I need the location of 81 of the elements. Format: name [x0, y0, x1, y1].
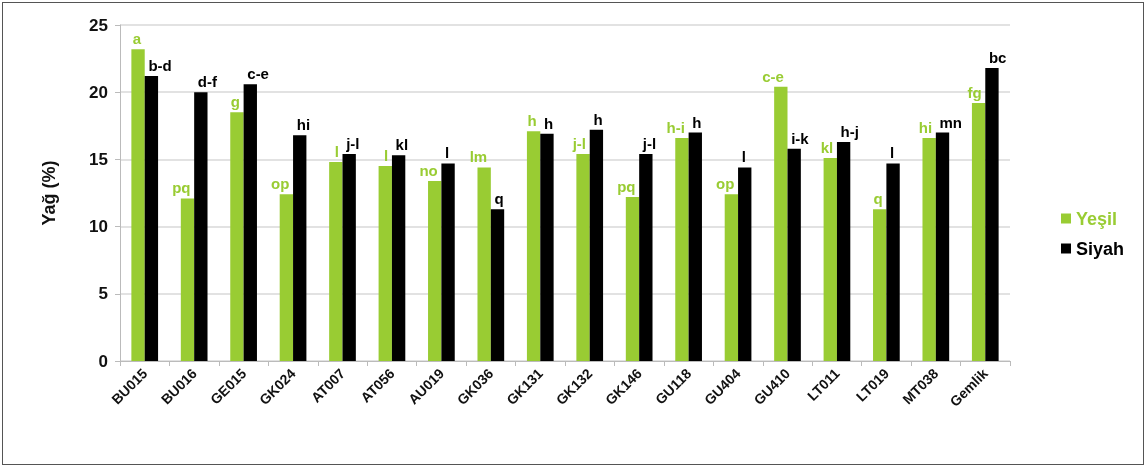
- data-label: pq: [617, 178, 636, 196]
- legend-label: Siyah: [1075, 238, 1125, 259]
- bar: [144, 76, 159, 361]
- bar: [391, 155, 406, 361]
- legend-label: Yeşil: [1075, 208, 1118, 229]
- data-label: op: [271, 175, 290, 193]
- data-label: l: [741, 148, 746, 166]
- y-tick-label: 20: [89, 82, 108, 102]
- bar: [873, 209, 887, 361]
- bar: [194, 92, 208, 361]
- y-tick-label: 25: [89, 15, 108, 35]
- bar: [230, 112, 244, 361]
- data-label: h: [527, 112, 537, 130]
- y-axis-title: Yağ (%): [39, 160, 59, 226]
- data-label: kl: [820, 139, 834, 157]
- data-label: c-e: [247, 65, 269, 83]
- data-label: c-e: [762, 67, 784, 85]
- bar: [886, 163, 900, 361]
- bar: [922, 137, 936, 361]
- bar: [688, 132, 702, 361]
- y-tick-label: 10: [89, 217, 108, 237]
- bar: [625, 197, 640, 361]
- data-label: l: [384, 147, 389, 165]
- data-label: q: [873, 190, 883, 208]
- bar: [378, 166, 392, 361]
- data-label: kl: [395, 136, 409, 154]
- bar: [774, 86, 788, 361]
- bar: [490, 209, 505, 361]
- data-label: h-j: [840, 122, 859, 140]
- data-label: l: [334, 143, 339, 161]
- data-label: h: [692, 113, 702, 131]
- bar: [836, 141, 851, 361]
- bar: [971, 102, 986, 361]
- data-label: l: [890, 144, 895, 162]
- bar: [589, 129, 604, 361]
- bar: [985, 68, 999, 361]
- bar: [540, 133, 554, 361]
- bar: [329, 162, 343, 361]
- data-label: j-l: [571, 135, 587, 153]
- data-label: op: [716, 175, 735, 193]
- data-label: q: [494, 190, 504, 208]
- data-label: hi: [296, 116, 311, 134]
- data-label: g: [230, 93, 240, 111]
- data-label: lm: [469, 148, 488, 166]
- bar: [441, 163, 455, 361]
- bar: [342, 154, 356, 361]
- bar: [279, 194, 294, 361]
- data-label: h-i: [666, 118, 685, 136]
- data-label: no: [419, 161, 438, 179]
- bar: [131, 49, 145, 361]
- data-label: h: [543, 114, 554, 132]
- data-label: d-f: [197, 73, 218, 91]
- bar: [477, 167, 491, 361]
- data-label: h: [593, 110, 603, 128]
- bar: [675, 137, 689, 361]
- y-tick-label: 15: [89, 149, 108, 169]
- bar: [180, 198, 195, 361]
- data-label: a: [132, 30, 142, 48]
- bar: [576, 154, 590, 361]
- y-tick-label: 5: [98, 284, 108, 304]
- bar: [526, 131, 541, 361]
- y-tick-label: 0: [98, 351, 108, 371]
- bar: [935, 132, 950, 361]
- data-label: l: [445, 144, 450, 162]
- bar: [639, 154, 653, 361]
- data-label: fg: [967, 83, 982, 101]
- data-label: b-d: [148, 57, 172, 75]
- data-label: mn: [939, 113, 963, 131]
- data-label: bc: [988, 49, 1007, 67]
- data-label: j-l: [345, 135, 360, 153]
- bar: [787, 148, 801, 361]
- data-label: hi: [918, 118, 933, 136]
- bar: [823, 158, 837, 361]
- data-label: j-l: [641, 135, 657, 153]
- data-label: i-k: [791, 129, 810, 147]
- bar: [738, 167, 752, 361]
- bar: [243, 84, 257, 361]
- bar: [428, 180, 442, 361]
- bar: [293, 135, 307, 361]
- data-label: pq: [172, 179, 191, 197]
- bar: [724, 194, 739, 361]
